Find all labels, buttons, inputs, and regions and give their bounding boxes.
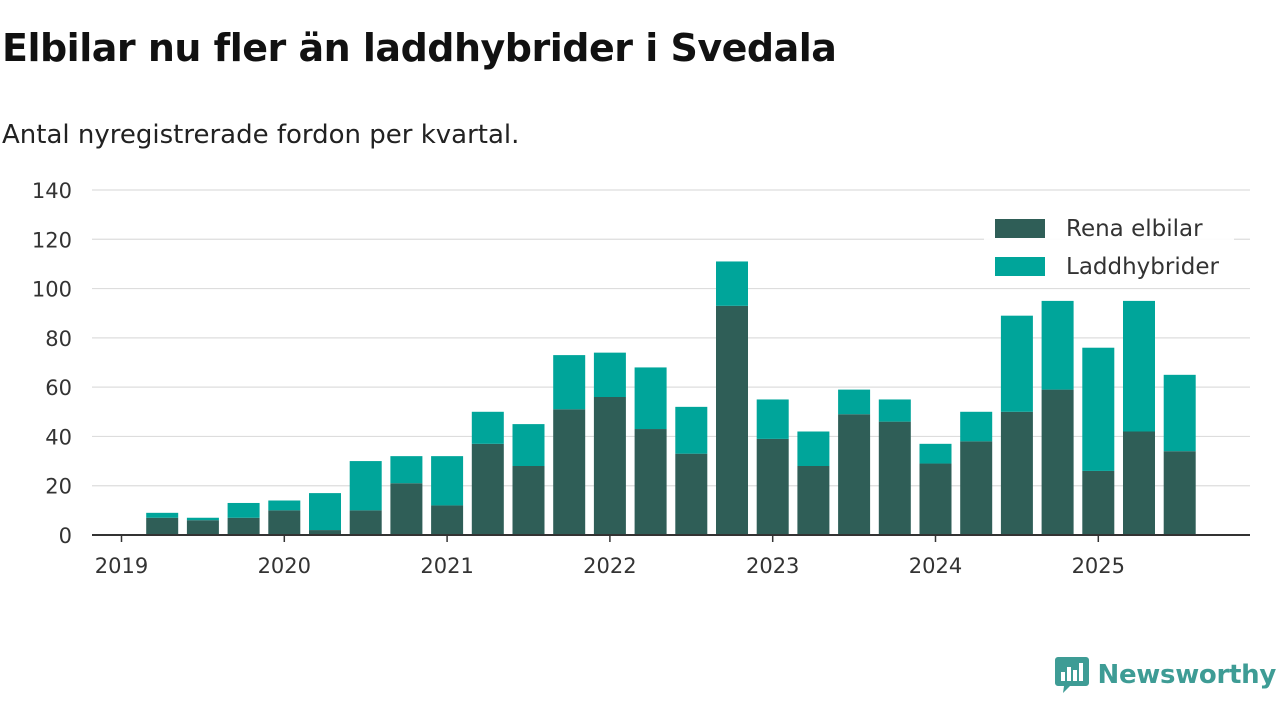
bar-laddhybrider-2024-q1 bbox=[919, 443, 952, 464]
bar-rena-elbilar-2021-q3 bbox=[512, 466, 545, 535]
y-tick-label-100: 100 bbox=[32, 278, 72, 302]
bar-laddhybrider-2023-q2 bbox=[797, 431, 830, 466]
bar-rena-elbilar-2022-q3 bbox=[675, 453, 708, 535]
bar-laddhybrider-2021-q1 bbox=[431, 456, 464, 506]
bar-laddhybrider-2019-q3 bbox=[186, 517, 219, 521]
y-axis-tick-labels: 0 20 40 60 80 100 120 140 bbox=[32, 179, 72, 548]
bar-laddhybrider-2024-q3 bbox=[1000, 315, 1033, 412]
x-tick-label-2021: 2021 bbox=[420, 554, 473, 578]
bar-rena-elbilar-2022-q1 bbox=[593, 397, 626, 535]
bar-laddhybrider-2021-q2 bbox=[471, 411, 504, 444]
bar-laddhybrider-2022-q1 bbox=[593, 352, 626, 397]
bar-laddhybrider-2023-q3 bbox=[838, 389, 871, 415]
newsworthy-logo-icon bbox=[1054, 657, 1089, 693]
bar-rena-elbilar-2020-q2 bbox=[309, 530, 341, 535]
bar-rena-elbilar-2023-q1 bbox=[756, 438, 789, 535]
y-tick-label-0: 0 bbox=[59, 524, 72, 548]
x-tick-label-2019: 2019 bbox=[95, 554, 148, 578]
legend: Rena elbilar Laddhybrider bbox=[984, 206, 1234, 288]
y-tick-label-120: 120 bbox=[32, 228, 72, 252]
bar-laddhybrider-2021-q3 bbox=[512, 424, 545, 466]
bar-rena-elbilar-2023-q3 bbox=[838, 414, 871, 535]
bar-rena-elbilar-2024-q2 bbox=[960, 441, 993, 535]
legend-label-laddhybrider: Laddhybrider bbox=[1066, 254, 1219, 280]
bar-laddhybrider-2020-q3 bbox=[349, 461, 382, 511]
bar-rena-elbilar-2022-q2 bbox=[634, 429, 667, 535]
x-tick-label-2023: 2023 bbox=[746, 554, 799, 578]
y-tick-label-80: 80 bbox=[45, 327, 72, 351]
bar-rena-elbilar-2025-q2 bbox=[1123, 431, 1155, 535]
bar-laddhybrider-2025-q3 bbox=[1163, 374, 1196, 452]
bar-rena-elbilar-2021-q2 bbox=[471, 443, 504, 535]
bar-rena-elbilar-2023-q2 bbox=[797, 466, 830, 535]
chart-subtitle: Antal nyregistrerade fordon per kvartal. bbox=[2, 120, 520, 150]
bar-laddhybrider-2025-q2 bbox=[1123, 300, 1155, 432]
bar-laddhybrider-2022-q2 bbox=[634, 367, 667, 430]
bar-rena-elbilar-2019-q3 bbox=[186, 520, 219, 535]
bar-laddhybrider-2025-q1 bbox=[1082, 347, 1115, 471]
bar-rena-elbilar-2023-q4 bbox=[878, 421, 911, 535]
brand-name: Newsworthy bbox=[1097, 660, 1277, 690]
bar-rena-elbilar-2019-q2 bbox=[146, 517, 179, 535]
y-tick-label-60: 60 bbox=[45, 376, 72, 400]
bar-rena-elbilar-2019-q4 bbox=[227, 517, 260, 535]
bar-laddhybrider-2020-q4 bbox=[390, 456, 423, 484]
legend-swatch-laddhybrider bbox=[995, 257, 1045, 276]
x-tick-label-2024: 2024 bbox=[909, 554, 962, 578]
bar-rena-elbilar-2021-q4 bbox=[553, 409, 586, 535]
bar-rena-elbilar-2022-q4 bbox=[716, 305, 748, 535]
bar-laddhybrider-2022-q4 bbox=[716, 261, 748, 306]
bar-rena-elbilar-2025-q3 bbox=[1163, 451, 1196, 535]
bar-rena-elbilar-2020-q4 bbox=[390, 483, 423, 535]
bar-rena-elbilar-2024-q4 bbox=[1041, 389, 1074, 535]
bar-laddhybrider-2022-q3 bbox=[675, 406, 708, 454]
x-tick-label-2022: 2022 bbox=[583, 554, 636, 578]
bar-rena-elbilar-2025-q1 bbox=[1082, 470, 1115, 535]
bar-laddhybrider-2021-q4 bbox=[553, 355, 586, 410]
bar-rena-elbilar-2024-q3 bbox=[1000, 411, 1033, 535]
bar-laddhybrider-2019-q2 bbox=[146, 512, 179, 518]
bar-laddhybrider-2023-q1 bbox=[756, 399, 789, 439]
legend-label-rena-elbilar: Rena elbilar bbox=[1066, 216, 1203, 242]
x-axis-ticks: 2019 2020 2021 2022 2023 2024 2025 bbox=[95, 535, 1125, 578]
bar-laddhybrider-2020-q1 bbox=[268, 500, 301, 511]
bar-laddhybrider-2020-q2 bbox=[309, 493, 341, 531]
x-tick-label-2020: 2020 bbox=[258, 554, 311, 578]
bar-rena-elbilar-2024-q1 bbox=[919, 463, 952, 535]
bar-rena-elbilar-2021-q1 bbox=[431, 505, 464, 535]
bar-laddhybrider-2024-q4 bbox=[1041, 300, 1074, 390]
bar-rena-elbilar-2020-q1 bbox=[268, 510, 301, 535]
bar-laddhybrider-2019-q4 bbox=[227, 502, 260, 518]
newsworthy-brand: Newsworthy bbox=[1054, 654, 1276, 696]
x-tick-label-2025: 2025 bbox=[1072, 554, 1125, 578]
y-tick-label-40: 40 bbox=[45, 425, 72, 449]
y-tick-label-140: 140 bbox=[32, 179, 72, 203]
bar-laddhybrider-2024-q2 bbox=[960, 411, 993, 442]
legend-swatch-rena-elbilar bbox=[995, 219, 1045, 238]
bars bbox=[146, 261, 1196, 535]
y-tick-label-20: 20 bbox=[45, 475, 72, 499]
bar-laddhybrider-2023-q4 bbox=[878, 399, 911, 422]
bar-rena-elbilar-2020-q3 bbox=[349, 510, 382, 535]
chart-title: Elbilar nu fler än laddhybrider i Svedal… bbox=[2, 26, 837, 70]
